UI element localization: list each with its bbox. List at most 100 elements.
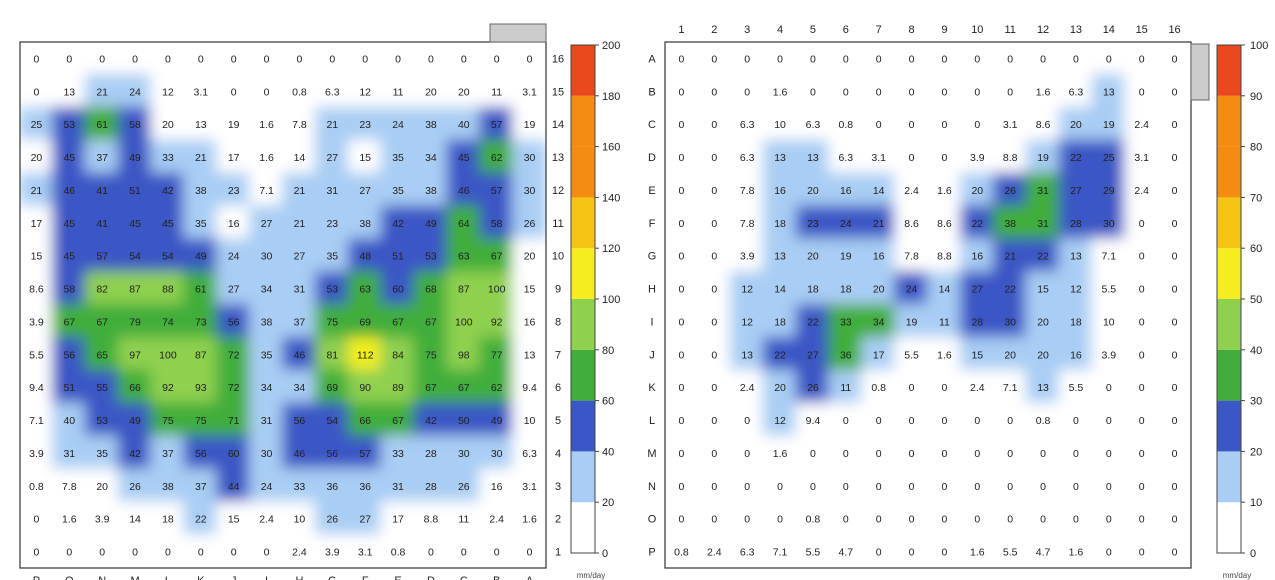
cell-value-label: 0 [362,53,368,65]
heatmap-cell [1157,106,1191,142]
plot-frame [19,41,547,569]
heatmap-cell [84,205,120,241]
heatmap-cell [696,172,732,208]
heatmap-cell [150,106,186,142]
heatmap-cell [762,238,798,274]
cell-value-label: 0 [527,53,533,65]
heatmap-cell [696,435,732,471]
cell-value-label: 0 [66,547,72,559]
heatmap-cell [20,468,54,504]
heatmap-cell [1124,205,1160,241]
cell-value-label: 5.5 [1003,547,1018,559]
cell-value-label: 0 [711,349,717,361]
heatmap-cell [512,205,546,241]
cell-value-label: 8.6 [904,218,919,230]
colorbar-tick-label: 20 [602,497,614,509]
cell-value-label: 19 [228,119,240,131]
cell-value-label: 0 [1040,481,1046,493]
heatmap-cell [413,435,449,471]
heatmap-cell [696,304,732,339]
cell-value-label: 14 [774,284,786,296]
heatmap-cell [861,271,897,306]
cell-value-label: 10 [1103,316,1115,328]
heatmap-cell [828,238,864,274]
heatmap-cell [314,534,350,568]
heatmap-cell [314,435,350,471]
cell-value-label: 0 [711,284,717,296]
heatmap-cell [795,336,831,372]
cell-value-label: 87 [195,349,207,361]
cell-value-label: 56 [195,448,207,460]
cell-value-label: 0 [679,514,685,526]
cell-value-label: 33 [162,152,174,164]
heatmap-cell [150,73,186,109]
row-label: I [650,316,653,328]
column-label: F [362,575,369,580]
cell-value-label: 0 [777,514,783,526]
heatmap-cell [696,106,732,142]
heatmap-cell [762,139,798,175]
contour-fill [20,42,546,568]
cell-value-label: 18 [774,218,786,230]
cell-value-label: 0 [1172,547,1178,559]
column-label: 13 [1070,24,1082,36]
cell-value-label: 46 [458,185,470,197]
cell-value-label: 72 [228,382,240,394]
heatmap-cell [665,501,699,537]
cell-value-label: 3.1 [1134,152,1149,164]
row-label: 10 [552,251,564,263]
cell-value-label: 0 [876,53,882,65]
cell-value-label: 48 [359,251,371,263]
heatmap-cell [446,73,482,109]
cell-value-label: 36 [359,481,371,493]
cell-value-label: 0 [777,481,783,493]
cell-value-label: 34 [261,382,273,394]
colorbar-tick-label: 80 [1250,142,1262,154]
cell-value-label: 20 [1037,349,1049,361]
heatmap-cell [665,336,699,372]
heatmap-cell [216,336,252,372]
cell-value-label: 0 [494,547,500,559]
cell-value-label: 0 [1007,448,1013,460]
heatmap-cell [150,271,186,306]
cell-value-label: 92 [162,382,174,394]
cell-value-label: 28 [425,481,437,493]
heatmap-cell [20,336,54,372]
cell-value-label: 20 [774,382,786,394]
cell-value-label: 0 [942,514,948,526]
cell-value-label: 2.4 [707,547,722,559]
heatmap-cell [861,172,897,208]
heatmap-cell [1058,271,1094,306]
cell-value-label: 42 [129,448,141,460]
cell-value-label: 22 [1070,152,1082,164]
cell-value-label: 28 [1070,218,1082,230]
heatmap-cell [795,501,831,537]
column-label: L [165,575,171,580]
cell-value-label: 0 [1106,514,1112,526]
cell-value-label: 0 [843,448,849,460]
cell-value-label: 13 [774,251,786,263]
cell-value-label: 6.3 [1069,86,1084,98]
cell-value-label: 35 [326,251,338,263]
cell-value-label: 19 [524,119,536,131]
cell-value-label: 8.6 [937,218,952,230]
cell-value-label: 0 [711,481,717,493]
heatmap-cell [1124,304,1160,339]
heatmap-cell [696,73,732,109]
heatmap-cell [894,468,929,504]
cell-value-label: 0 [198,547,204,559]
heatmap-cell [927,336,962,372]
column-label: D [427,575,435,580]
cell-value-label: 7.1 [1003,382,1018,394]
cell-value-label: 0 [461,547,467,559]
heatmap-cell [959,534,995,568]
cell-value-label: 42 [162,185,174,197]
cell-value-label: 3.1 [871,152,886,164]
heatmap-cell [380,402,416,438]
cell-value-label: 46 [294,349,306,361]
cell-value-label: 16 [228,218,240,230]
heatmap-cell [1058,435,1094,471]
heatmap-cell [665,402,699,438]
heatmap-cell [183,402,219,438]
